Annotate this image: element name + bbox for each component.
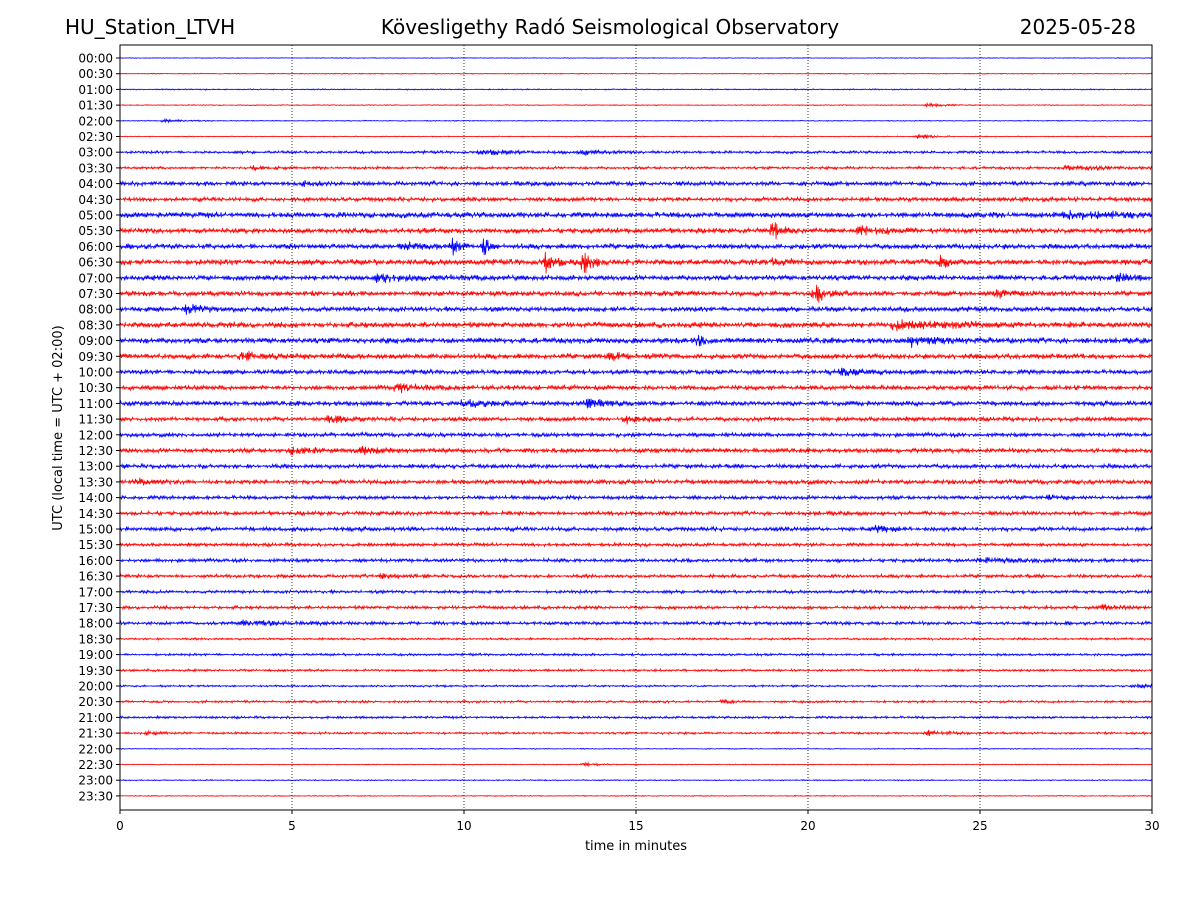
y-tick-label: 03:00 xyxy=(78,146,113,160)
y-tick-label: 05:00 xyxy=(78,209,113,223)
y-tick-label: 13:00 xyxy=(78,460,113,474)
y-tick-label: 13:30 xyxy=(78,475,113,489)
x-tick-label: 0 xyxy=(116,819,124,833)
station-name: HU_Station_LTVH xyxy=(65,15,236,39)
y-tick-label: 18:30 xyxy=(78,632,113,646)
trace-0130 xyxy=(119,101,1153,108)
x-axis-label: time in minutes xyxy=(585,839,687,854)
trace-1130 xyxy=(119,415,1153,425)
y-tick-label: 00:00 xyxy=(78,52,113,66)
y-tick-label: 17:00 xyxy=(78,585,113,599)
trace-1930 xyxy=(119,667,1153,673)
y-tick-label: 08:30 xyxy=(78,318,113,332)
y-tick-label: 10:30 xyxy=(78,381,113,395)
y-tick-label: 20:00 xyxy=(78,680,113,694)
y-tick-label: 17:30 xyxy=(78,601,113,615)
plot-date: 2025-05-28 xyxy=(1019,15,1136,39)
y-tick-label: 19:00 xyxy=(78,648,113,662)
y-tick-label: 08:00 xyxy=(78,303,113,317)
trace-1200 xyxy=(119,431,1153,439)
y-tick-label: 16:30 xyxy=(78,570,113,584)
y-tick-label: 21:30 xyxy=(78,727,113,741)
y-tick-label: 14:30 xyxy=(78,507,113,521)
y-tick-label: 14:00 xyxy=(78,491,113,505)
trace-0500 xyxy=(119,209,1153,221)
y-tick-label: 19:30 xyxy=(78,664,113,678)
x-tick-label: 30 xyxy=(1144,819,1159,833)
trace-1330 xyxy=(119,477,1153,486)
trace-0530 xyxy=(119,222,1153,240)
y-tick-label: 02:30 xyxy=(78,130,113,144)
trace-0030 xyxy=(119,72,1153,75)
trace-1800 xyxy=(119,619,1153,627)
x-tick-label: 20 xyxy=(800,819,815,833)
trace-1000 xyxy=(119,367,1153,377)
y-tick-label: 22:00 xyxy=(78,742,113,756)
trace-0700 xyxy=(119,272,1153,284)
y-tick-label: 15:00 xyxy=(78,523,113,537)
trace-0100 xyxy=(119,87,1153,91)
y-tick-label: 00:30 xyxy=(78,67,113,81)
y-tick-label: 06:00 xyxy=(78,240,113,254)
y-tick-label: 05:30 xyxy=(78,224,113,238)
y-axis-label: UTC (local time = UTC + 02:00) xyxy=(51,325,66,530)
observatory-title: Kövesligethy Radó Seismological Observat… xyxy=(380,15,840,39)
y-tick-label: 20:30 xyxy=(78,695,113,709)
y-tick-label: 07:30 xyxy=(78,287,113,301)
x-tick-label: 25 xyxy=(972,819,987,833)
y-tick-label: 09:00 xyxy=(78,334,113,348)
y-tick-label: 15:30 xyxy=(78,538,113,552)
trace-1300 xyxy=(119,462,1153,471)
trace-2000 xyxy=(119,683,1153,689)
trace-0600 xyxy=(119,237,1153,256)
y-tick-label: 07:00 xyxy=(78,271,113,285)
x-axis-ticks: 0 5 10 15 20 25 30 xyxy=(116,810,1160,833)
y-tick-label: 16:00 xyxy=(78,554,113,568)
y-tick-label: 18:00 xyxy=(78,617,113,631)
y-tick-label: 01:30 xyxy=(78,99,113,113)
x-tick-label: 10 xyxy=(456,819,471,833)
y-tick-label: 23:30 xyxy=(78,789,113,803)
y-tick-label: 21:00 xyxy=(78,711,113,725)
trace-1730 xyxy=(119,604,1153,611)
trace-0930 xyxy=(119,350,1153,362)
trace-2230 xyxy=(119,761,1153,768)
y-tick-label: 11:30 xyxy=(78,413,113,427)
y-tick-label: 04:00 xyxy=(78,177,113,191)
y-tick-label: 12:00 xyxy=(78,428,113,442)
y-tick-label: 02:00 xyxy=(78,114,113,128)
trace-0230 xyxy=(119,133,1153,140)
y-tick-label: 09:30 xyxy=(78,350,113,364)
y-tick-label: 12:30 xyxy=(78,444,113,458)
y-tick-label: 23:00 xyxy=(78,774,113,788)
y-tick-label: 04:30 xyxy=(78,193,113,207)
trace-2200 xyxy=(119,747,1153,750)
x-tick-label: 5 xyxy=(288,819,296,833)
trace-0300 xyxy=(119,149,1153,156)
x-tick-label: 15 xyxy=(628,819,643,833)
y-tick-label: 01:00 xyxy=(78,83,113,97)
y-tick-label: 22:30 xyxy=(78,758,113,772)
y-tick-label: 11:00 xyxy=(78,397,113,411)
trace-0730 xyxy=(119,284,1153,303)
y-tick-label: 06:30 xyxy=(78,256,113,270)
time-gridlines xyxy=(291,45,981,810)
trace-0900 xyxy=(119,334,1153,349)
y-tick-label: 10:00 xyxy=(78,366,113,380)
y-tick-label: 03:30 xyxy=(78,161,113,175)
trace-1100 xyxy=(119,398,1153,409)
